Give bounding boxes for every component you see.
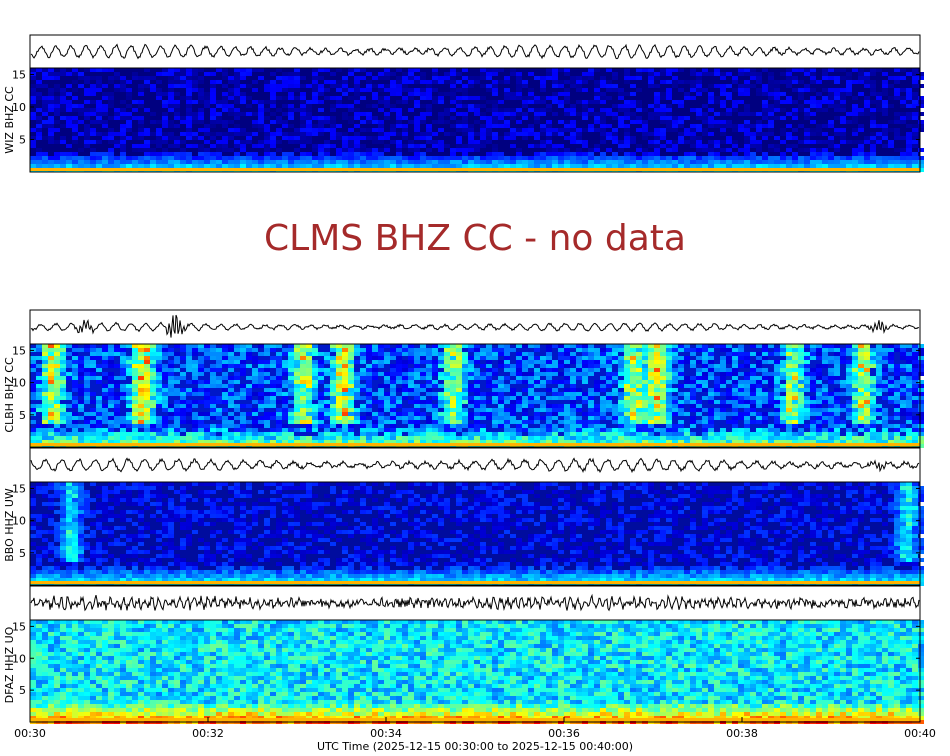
spectrogram-image: [30, 620, 924, 724]
y-tick-label: 5: [19, 134, 26, 147]
waveform-box: [30, 35, 920, 68]
spectrogram-image: [30, 344, 924, 448]
x-tick-label: 00:34: [370, 727, 402, 740]
no-data-message: CLMS BHZ CC - no data: [264, 218, 686, 259]
x-tick-label: 00:30: [14, 727, 46, 740]
x-tick-label: 00:40: [904, 727, 936, 740]
x-tick-label: 00:38: [726, 727, 758, 740]
station-label: CLBH BHZ CC: [3, 357, 16, 433]
x-tick-label: 00:36: [548, 727, 580, 740]
y-tick-label: 5: [19, 684, 26, 697]
spectrogram-image: [30, 482, 924, 586]
station-label: DFAZ HHZ UO: [3, 626, 16, 703]
y-tick-label: 15: [12, 344, 26, 357]
station-label: BBO HHZ UW: [3, 488, 16, 562]
station-label: WIZ BHZ CC: [3, 86, 16, 154]
y-tick-label: 15: [12, 69, 26, 82]
x-tick-label: 00:32: [192, 727, 224, 740]
y-tick-label: 5: [19, 409, 26, 422]
y-tick-label: 5: [19, 547, 26, 560]
x-axis-label: UTC Time (2025-12-15 00:30:00 to 2025-12…: [317, 740, 633, 753]
